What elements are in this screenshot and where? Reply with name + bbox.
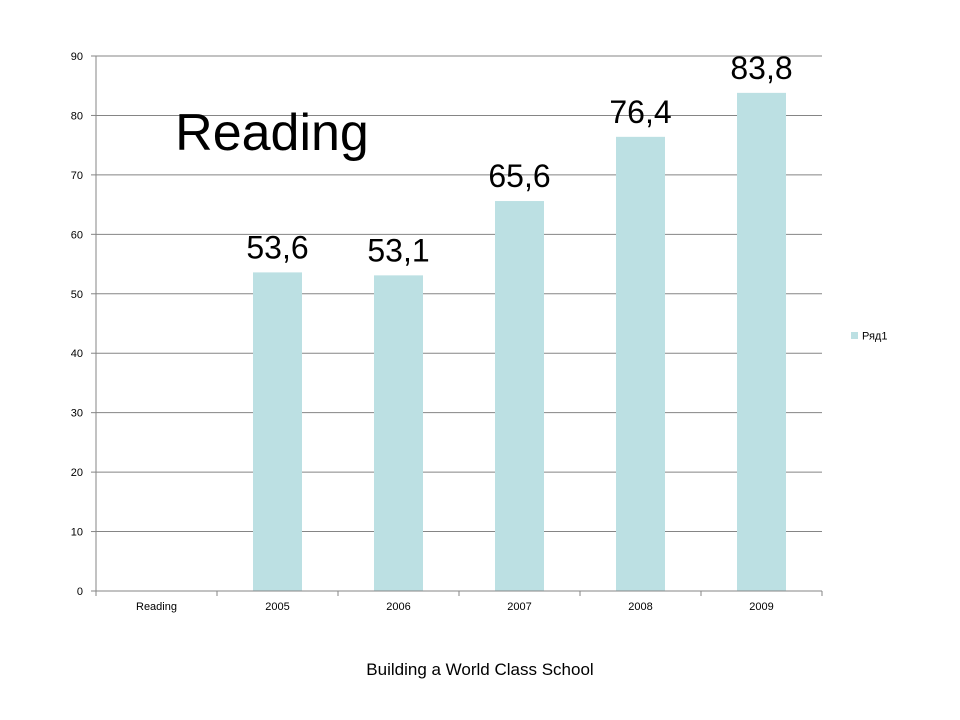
bars	[253, 92, 786, 592]
legend-label: Ряд1	[862, 331, 887, 343]
chart-title: Reading	[175, 104, 369, 162]
y-tick-labels: 0 10 20 30 40 50 60 70 80 90	[71, 51, 83, 598]
y-tick-label: 0	[77, 586, 83, 598]
y-tick-label: 60	[71, 229, 83, 241]
bar	[253, 272, 302, 591]
data-label: 83,8	[730, 50, 792, 86]
x-tick-labels: Reading 2005 2006 2007 2008 2009	[136, 601, 774, 613]
x-tick-label: 2009	[749, 601, 773, 613]
data-label: 53,1	[367, 232, 429, 268]
legend: Ряд1	[851, 331, 887, 343]
bar	[616, 136, 665, 591]
y-tick-label: 30	[71, 408, 83, 420]
bar	[737, 92, 786, 591]
bar	[374, 275, 423, 591]
x-tick-label: Reading	[136, 601, 177, 613]
x-tick-label: 2008	[628, 601, 652, 613]
gridlines	[96, 55, 822, 533]
axes	[91, 55, 823, 596]
x-tick-label: 2007	[507, 601, 531, 613]
y-tick-label: 80	[71, 110, 83, 122]
data-label: 65,6	[488, 158, 550, 194]
x-tick-label: 2005	[265, 601, 289, 613]
y-tick-label: 40	[71, 348, 83, 360]
y-tick-label: 70	[71, 170, 83, 182]
data-label: 76,4	[609, 94, 671, 130]
y-tick-label: 20	[71, 467, 83, 479]
footer-text: Building a World Class School	[366, 660, 594, 679]
y-tick-label: 10	[71, 527, 83, 539]
data-labels: 53,6 53,1 65,6 76,4 83,8	[246, 50, 792, 268]
x-tick-label: 2006	[386, 601, 410, 613]
y-tick-label: 90	[71, 51, 83, 63]
y-tick-label: 50	[71, 289, 83, 301]
bar	[495, 201, 544, 592]
legend-swatch	[851, 332, 858, 339]
data-label: 53,6	[246, 229, 308, 265]
